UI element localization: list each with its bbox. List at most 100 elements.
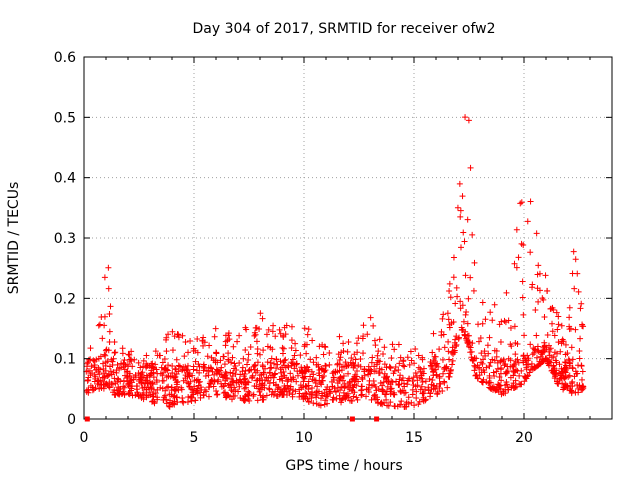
data-point <box>234 338 241 345</box>
data-point <box>200 367 207 374</box>
data-point <box>384 373 391 380</box>
data-point <box>164 367 171 374</box>
data-point <box>340 340 347 347</box>
data-point <box>365 367 372 374</box>
data-point <box>571 373 578 380</box>
data-point <box>457 213 464 220</box>
data-point <box>99 335 106 342</box>
data-point <box>348 354 355 361</box>
data-point <box>383 374 390 381</box>
data-point <box>172 377 179 384</box>
data-point <box>464 320 471 327</box>
data-point <box>230 379 237 386</box>
data-point <box>407 348 414 355</box>
data-point <box>92 385 99 392</box>
data-point <box>555 313 562 320</box>
data-point <box>207 378 214 385</box>
data-point <box>100 366 107 373</box>
data-point <box>519 278 526 285</box>
x-tick-label: 20 <box>515 430 533 446</box>
data-point <box>523 375 530 382</box>
data-point <box>179 332 186 339</box>
data-point <box>435 363 442 370</box>
data-point <box>340 389 347 396</box>
data-point <box>266 380 273 387</box>
data-point <box>299 369 306 376</box>
data-point <box>502 390 509 397</box>
data-point <box>107 368 114 375</box>
data-point <box>247 343 254 350</box>
data-point <box>154 394 161 401</box>
data-point <box>364 331 371 338</box>
data-point <box>174 399 181 406</box>
data-point <box>388 385 395 392</box>
data-point <box>440 311 447 318</box>
data-point <box>121 384 128 391</box>
data-point <box>118 360 125 367</box>
data-point <box>223 394 230 401</box>
data-point <box>205 393 212 400</box>
data-point <box>381 361 388 368</box>
data-point <box>541 314 548 321</box>
data-point <box>187 337 194 344</box>
data-point <box>147 391 154 398</box>
data-point <box>412 346 419 353</box>
data-point <box>267 344 274 351</box>
data-point <box>301 325 308 332</box>
data-point <box>575 288 582 295</box>
data-point <box>553 359 560 366</box>
data-point <box>189 389 196 396</box>
data-point <box>511 260 518 267</box>
data-point <box>473 372 480 379</box>
data-point <box>281 362 288 369</box>
data-point <box>533 332 540 339</box>
data-point <box>301 365 308 372</box>
data-point <box>227 369 234 376</box>
data-point <box>350 393 357 400</box>
data-point <box>336 376 343 383</box>
data-point <box>465 295 472 302</box>
data-point <box>397 354 404 361</box>
data-point <box>127 387 134 394</box>
data-point <box>447 366 454 373</box>
data-point <box>463 308 470 315</box>
data-point <box>419 390 426 397</box>
x-tick-label: 10 <box>295 430 313 446</box>
data-point <box>152 348 159 355</box>
data-point <box>85 367 92 374</box>
data-point <box>273 356 280 363</box>
data-point <box>549 304 556 311</box>
data-point <box>445 348 452 355</box>
data-point <box>163 396 170 403</box>
data-point <box>134 383 141 390</box>
data-point <box>351 351 358 358</box>
data-point <box>175 334 182 341</box>
data-point <box>256 372 263 379</box>
data-point <box>336 395 343 402</box>
data-point <box>289 393 296 400</box>
data-point <box>277 358 284 365</box>
data-point <box>276 326 283 333</box>
data-point <box>515 254 522 261</box>
data-point <box>570 248 577 255</box>
data-point <box>111 375 118 382</box>
data-point <box>545 342 552 349</box>
data-point <box>279 350 286 357</box>
data-point <box>577 335 584 342</box>
data-point <box>205 372 212 379</box>
data-point <box>179 398 186 405</box>
data-point <box>307 356 314 363</box>
data-point <box>165 362 172 369</box>
data-point <box>242 397 249 404</box>
data-point <box>268 355 275 362</box>
data-point <box>265 375 272 382</box>
data-point <box>101 274 108 281</box>
data-point <box>378 399 385 406</box>
data-point <box>140 357 147 364</box>
data-point <box>150 374 157 381</box>
data-point <box>430 369 437 376</box>
data-point <box>359 376 366 383</box>
data-point <box>102 347 109 354</box>
data-point <box>127 356 134 363</box>
